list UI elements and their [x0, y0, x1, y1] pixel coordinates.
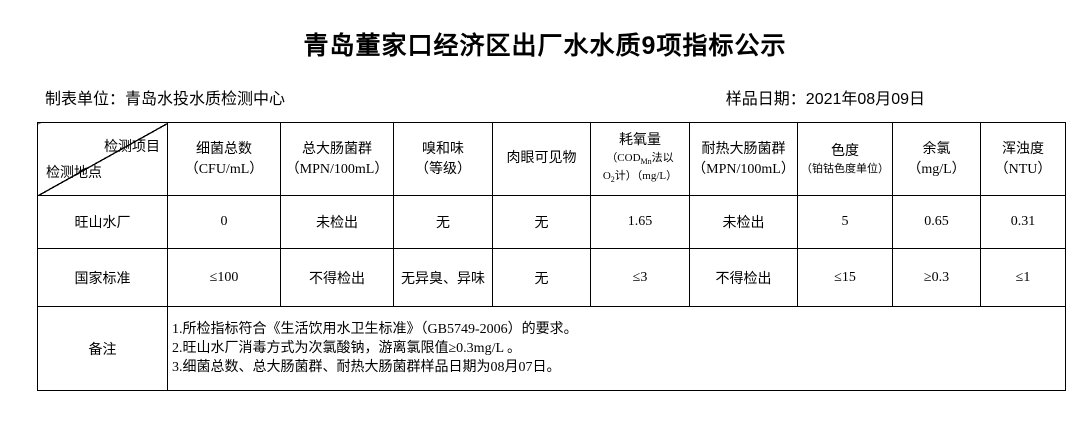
- corner-header-cell: 检测项目 检测地点: [37, 122, 168, 196]
- column-name: 细菌总数: [196, 141, 252, 157]
- table-cell: 无: [492, 195, 591, 249]
- column-unit: （等级）: [415, 161, 471, 177]
- table-cell: ≤100: [167, 248, 281, 307]
- remark-line-1: 1.所检指标符合《生活饮用水卫生标准》（GB5749-2006）的要求。: [172, 322, 578, 337]
- column-name: 肉眼可见物: [506, 151, 577, 166]
- table-cell: 0: [167, 195, 281, 249]
- sample-date-label: 样品日期：2021年08月09日: [725, 91, 925, 108]
- column-unit: （MPN/100mL）: [692, 161, 795, 177]
- page-title: 青岛董家口经济区出厂水水质9项指标公示: [303, 32, 787, 60]
- table-cell: 不得检出: [689, 248, 798, 307]
- remark-content: 1.所检指标符合《生活饮用水卫生标准》（GB5749-2006）的要求。 2.旺…: [167, 306, 1066, 391]
- corner-label-location: 检测地点: [46, 166, 102, 181]
- col-header-odor-taste: 嗅和味 （等级）: [393, 122, 493, 196]
- column-name: 耗氧量: [619, 132, 661, 148]
- column-unit: （MPN/100mL）: [285, 161, 389, 177]
- column-name: 浑浊度: [1002, 141, 1044, 157]
- table-cell: 0.65: [892, 195, 981, 249]
- column-unit: （铂钴色度单位）: [801, 163, 889, 175]
- table-cell: 1.65: [590, 195, 690, 249]
- corner-label-items: 检测项目: [104, 140, 160, 155]
- remark-line-2: 2.旺山水厂消毒方式为次氯酸钠，游离氯限值≥0.3mg/L 。: [172, 341, 521, 356]
- header-row: 检测项目 检测地点 细菌总数 （CFU/mL） 总大肠菌群 （MPN/100mL…: [37, 122, 1066, 196]
- table-cell: 0.31: [980, 195, 1066, 249]
- remark-line-3: 3.细菌总数、总大肠菌群、耐热大肠菌群样品日期为08月07日。: [172, 360, 561, 375]
- table-cell: 未检出: [689, 195, 798, 249]
- col-header-visible-matter: 肉眼可见物: [492, 122, 591, 196]
- column-name: 嗅和味: [422, 141, 464, 157]
- report-maker-label: 制表单位：青岛水投水质检测中心: [45, 91, 286, 108]
- column-unit: （mg/L）: [907, 161, 966, 177]
- table-cell: ≤3: [590, 248, 690, 307]
- table-cell: ≤15: [797, 248, 893, 307]
- column-name: 余氯: [922, 141, 951, 157]
- column-name: 色度: [831, 144, 859, 159]
- col-header-turbidity: 浑浊度 （NTU）: [980, 122, 1066, 196]
- column-unit: （CODMn法以 O2计）（mg/L）: [602, 151, 678, 185]
- table-cell: ≤1: [980, 248, 1066, 307]
- remark-row: 备注 1.所检指标符合《生活饮用水卫生标准》（GB5749-2006）的要求。 …: [37, 306, 1066, 391]
- col-header-thermotolerant-coliform: 耐热大肠菌群 （MPN/100mL）: [689, 122, 798, 196]
- col-header-chroma: 色度 （铂钴色度单位）: [797, 122, 893, 196]
- col-header-residual-chlorine: 余氯 （mg/L）: [892, 122, 981, 196]
- column-name: 总大肠菌群: [302, 141, 372, 157]
- table-row-wangshan-plant: 旺山水厂 0 未检出 无 无 1.65 未检出 5 0.65 0.31: [37, 195, 1066, 249]
- row-label: 国家标准: [37, 248, 168, 307]
- remark-label: 备注: [37, 306, 168, 391]
- table-cell: 不得检出: [280, 248, 394, 307]
- row-label: 旺山水厂: [37, 195, 168, 249]
- water-quality-table: 检测项目 检测地点 细菌总数 （CFU/mL） 总大肠菌群 （MPN/100mL…: [37, 122, 1066, 391]
- table-cell: 未检出: [280, 195, 394, 249]
- column-unit: （NTU）: [994, 161, 1052, 177]
- col-header-total-bacteria: 细菌总数 （CFU/mL）: [167, 122, 281, 196]
- table-cell: ≥0.3: [892, 248, 981, 307]
- column-unit: （CFU/mL）: [184, 161, 264, 177]
- column-name: 耐热大肠菌群: [701, 141, 786, 157]
- table-cell: 无异臭、异味: [393, 248, 493, 307]
- table-cell: 无: [492, 248, 591, 307]
- col-header-total-coliform: 总大肠菌群 （MPN/100mL）: [280, 122, 394, 196]
- meta-row: 制表单位：青岛水投水质检测中心 样品日期：2021年08月09日: [0, 85, 1090, 109]
- table-cell: 5: [797, 195, 893, 249]
- col-header-oxygen-consumption: 耗氧量 （CODMn法以 O2计）（mg/L）: [590, 122, 690, 196]
- table-cell: 无: [393, 195, 493, 249]
- table-row-national-standard: 国家标准 ≤100 不得检出 无异臭、异味 无 ≤3 不得检出 ≤15 ≥0.3…: [37, 248, 1066, 307]
